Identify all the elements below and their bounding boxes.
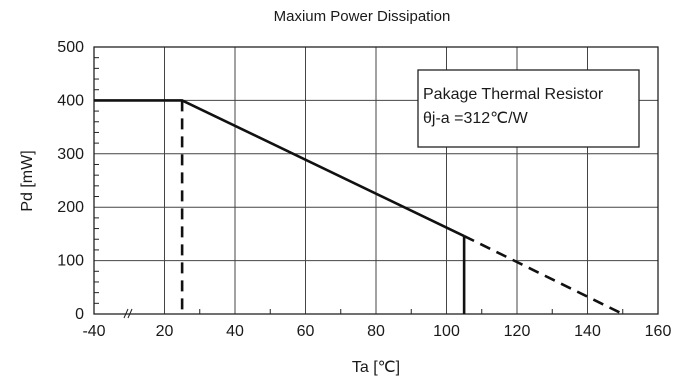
y-tick-label: 100 bbox=[57, 253, 84, 270]
x-tick-label: 80 bbox=[367, 323, 385, 340]
series bbox=[94, 99, 624, 316]
minor-ticks bbox=[94, 57, 624, 314]
y-tick-labels: 0 100 200 300 400 500 bbox=[57, 39, 84, 323]
series-line-1 bbox=[94, 99, 465, 238]
x-tick-label: 120 bbox=[504, 323, 531, 340]
x-tick-label: 160 bbox=[645, 323, 672, 340]
y-tick-label: 200 bbox=[57, 199, 84, 216]
axis-break-mark bbox=[123, 308, 133, 319]
y-tick-label: 0 bbox=[75, 306, 84, 323]
annotation-line-1: Pakage Thermal Resistor bbox=[423, 86, 604, 103]
plot-frame bbox=[93, 46, 659, 315]
chart-title: Maxium Power Dissipation bbox=[274, 8, 451, 25]
series-line-3 bbox=[463, 234, 624, 316]
x-axis-label: Ta [℃] bbox=[352, 359, 400, 376]
y-tick-label: 500 bbox=[57, 39, 84, 56]
x-tick-label: -40 bbox=[82, 323, 105, 340]
x-tick-label: 20 bbox=[156, 323, 174, 340]
x-tick-label: 100 bbox=[433, 323, 460, 340]
y-tick-label: 400 bbox=[57, 92, 84, 109]
x-tick-label: 140 bbox=[574, 323, 601, 340]
x-tick-label: 60 bbox=[297, 323, 315, 340]
y-tick-label: 300 bbox=[57, 146, 84, 163]
x-tick-label: 40 bbox=[226, 323, 244, 340]
x-tick-labels: -40 20 40 60 80 100 120 140 160 bbox=[82, 323, 671, 340]
annotation-line-2: θj-a =312℃/W bbox=[423, 110, 529, 127]
y-axis-label: Pd [mW] bbox=[19, 150, 36, 211]
annotation-box: Pakage Thermal Resistor θj-a =312℃/W bbox=[417, 69, 640, 148]
